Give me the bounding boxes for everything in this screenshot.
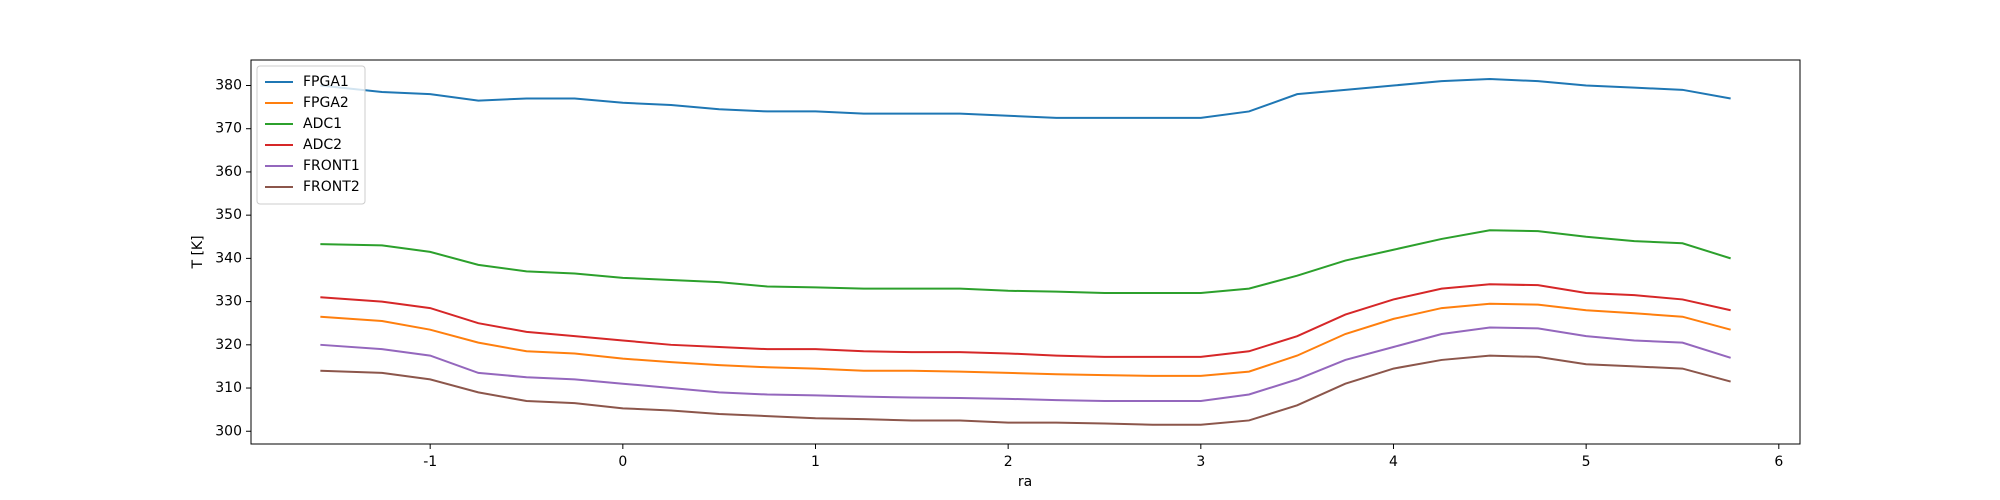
y-tick-label: 350: [215, 207, 242, 223]
legend-box: [256, 65, 366, 205]
y-axis-label: T [K]: [190, 235, 206, 269]
y-tick-label: 360: [215, 164, 242, 180]
legend-label: FRONT2: [303, 179, 360, 195]
x-axis-label: ra: [1018, 474, 1032, 490]
y-tick-label: 330: [215, 294, 242, 310]
legend-label: FPGA2: [303, 95, 349, 111]
x-tick-label: 4: [1389, 454, 1398, 470]
legend-label: FRONT1: [303, 158, 360, 174]
series-line: [320, 78, 1731, 119]
x-tick-label: 5: [1582, 454, 1591, 470]
y-tick-label: 380: [215, 77, 242, 93]
legend-label: FPGA1: [303, 74, 349, 90]
series-line: [320, 229, 1731, 294]
x-tick-label: 6: [1774, 454, 1783, 470]
x-tick-label: 2: [1004, 454, 1013, 470]
x-tick-label: 0: [618, 454, 627, 470]
series-line: [320, 302, 1731, 377]
series-line: [320, 283, 1731, 358]
plot-frame: [250, 59, 1801, 445]
series-line: [320, 354, 1731, 426]
legend-label: ADC2: [303, 137, 342, 153]
legend-label: ADC1: [303, 116, 342, 132]
x-tick-label: 3: [1196, 454, 1205, 470]
y-tick-label: 300: [215, 423, 242, 439]
y-tick-label: 340: [215, 250, 242, 266]
y-tick-label: 370: [215, 121, 242, 137]
y-tick-label: 310: [215, 380, 242, 396]
x-tick-label: -1: [423, 454, 437, 470]
y-tick-label: 320: [215, 337, 242, 353]
x-tick-label: 1: [811, 454, 820, 470]
series-line: [320, 326, 1731, 402]
